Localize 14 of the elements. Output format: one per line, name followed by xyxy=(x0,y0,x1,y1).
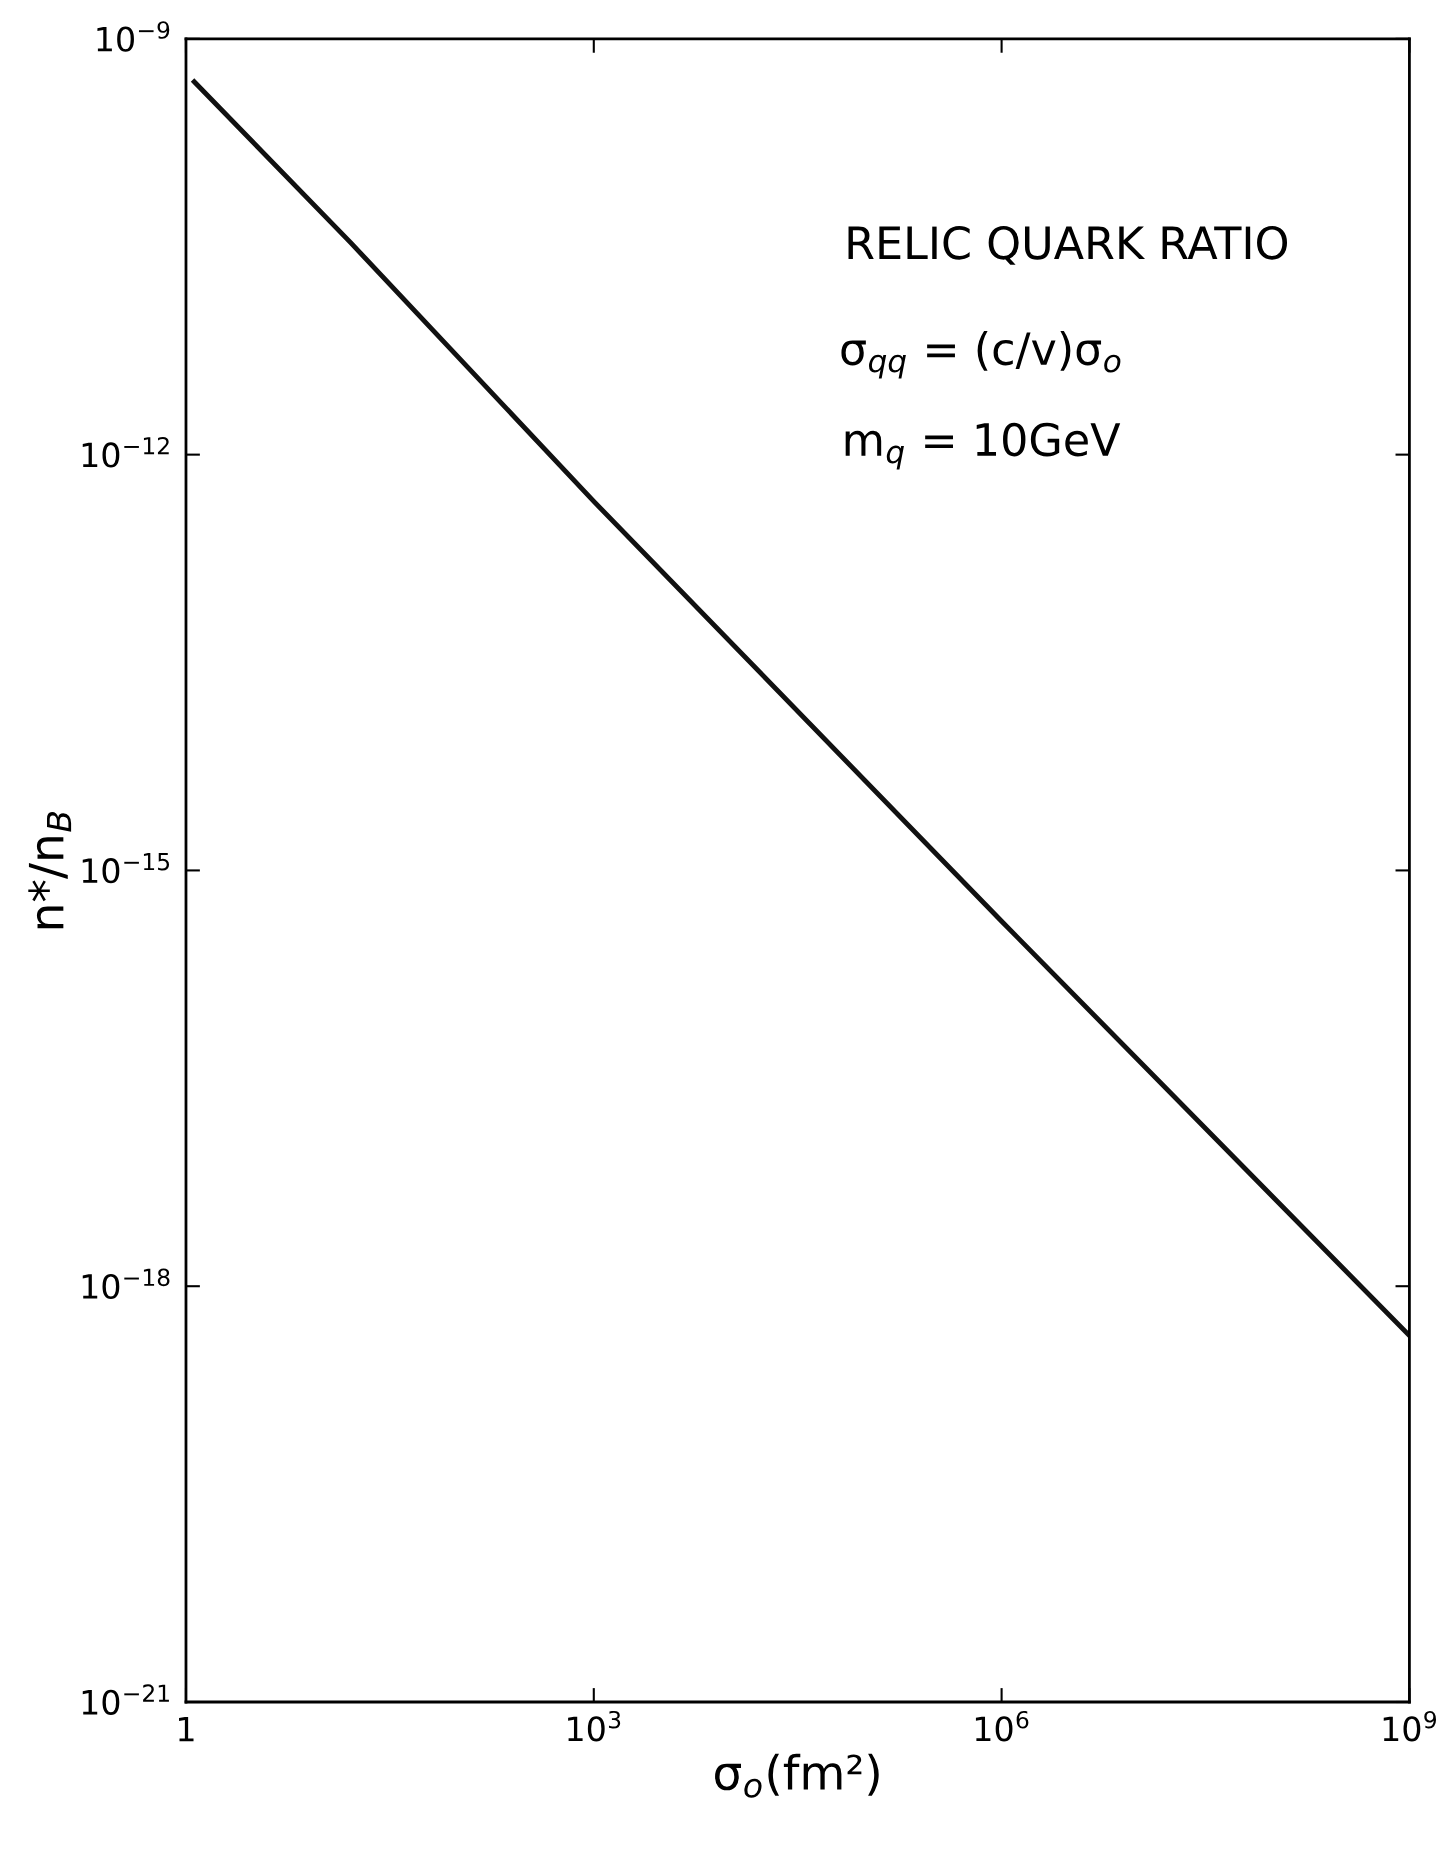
y-tick-label: 10$^{−21}$ xyxy=(82,1684,169,1715)
annotation: m$_{q}$ = 10GeV xyxy=(845,422,1121,470)
y-tick-label: 10$^{−18}$ xyxy=(82,1268,170,1300)
y-axis-title: n*/n$_{B}$ xyxy=(28,812,72,929)
x-tick-label: 1 xyxy=(179,1716,194,1742)
x-tick-label: 10$^{6}$ xyxy=(975,1710,1029,1742)
y-tick-label: 10$^{−9}$ xyxy=(97,21,170,52)
y-tick-label: 10$^{−12}$ xyxy=(82,436,169,468)
annotation: RELIC QUARK RATIO xyxy=(848,226,1288,265)
x-tick-label: 10$^{9}$ xyxy=(1383,1710,1437,1742)
annotation: σ$_{qq}$ = (c/v)σ$_{o}$ xyxy=(841,331,1121,379)
y-tick-label: 10$^{−15}$ xyxy=(82,853,170,884)
x-tick-label: 10$^{3}$ xyxy=(568,1710,621,1742)
x-axis-title: σ$_{o}$(fm²) xyxy=(715,1753,879,1798)
